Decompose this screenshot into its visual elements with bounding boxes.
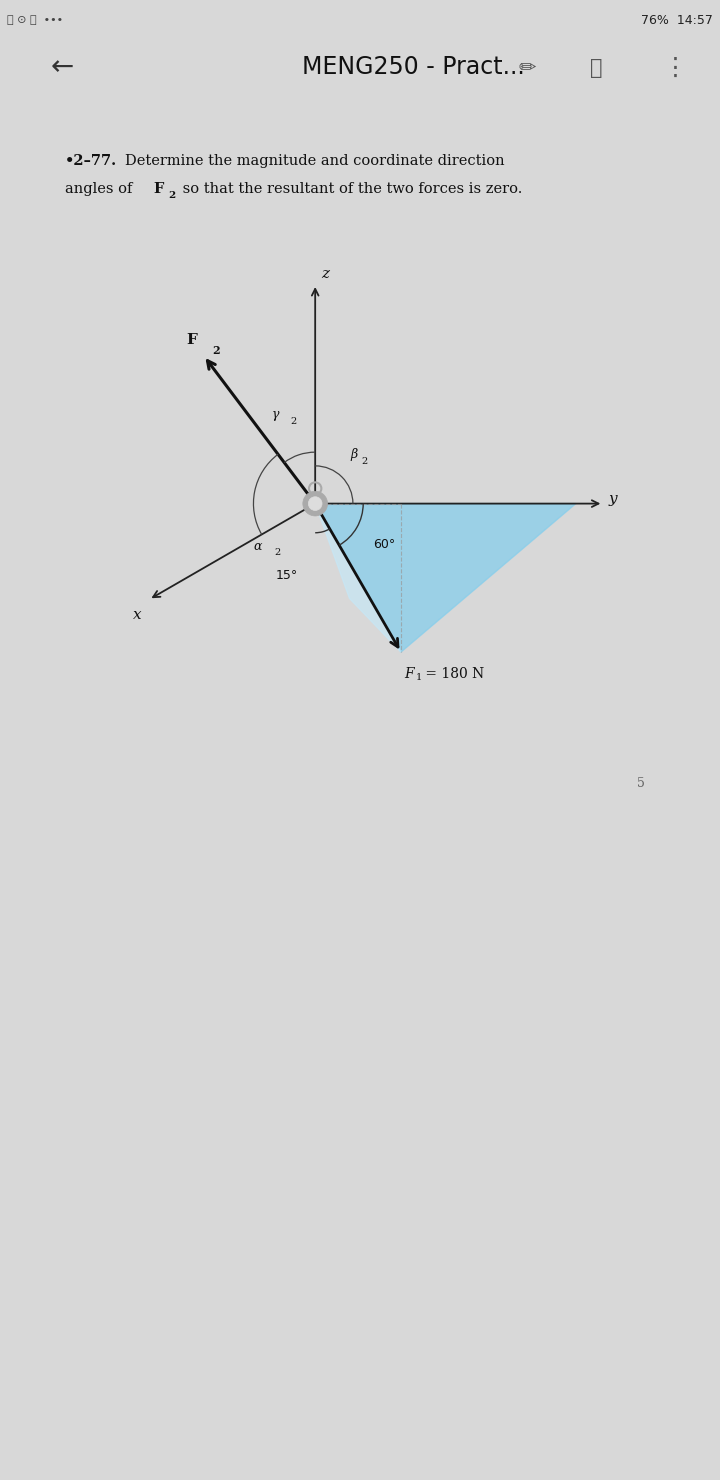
Circle shape xyxy=(308,497,322,511)
Text: y: y xyxy=(608,491,617,506)
Text: •2–77.: •2–77. xyxy=(66,154,117,167)
Text: F: F xyxy=(405,667,414,681)
Text: x: x xyxy=(133,608,142,622)
Text: angles of: angles of xyxy=(66,182,138,197)
Text: 76%  14:57: 76% 14:57 xyxy=(641,13,713,27)
Text: 2: 2 xyxy=(274,549,280,558)
Text: so that the resultant of the two forces is zero.: so that the resultant of the two forces … xyxy=(178,182,522,197)
Text: ⧉: ⧉ xyxy=(590,58,603,77)
Polygon shape xyxy=(315,503,401,653)
Text: F: F xyxy=(186,333,197,348)
Text: F: F xyxy=(153,182,163,197)
Text: 15°: 15° xyxy=(276,570,298,582)
Text: α: α xyxy=(253,540,261,552)
Text: = 180 N: = 180 N xyxy=(421,667,485,681)
Text: ←: ← xyxy=(50,53,73,81)
Text: 2: 2 xyxy=(290,417,297,426)
Text: 2: 2 xyxy=(212,345,220,355)
Polygon shape xyxy=(315,503,576,653)
Text: Determine the magnitude and coordinate direction: Determine the magnitude and coordinate d… xyxy=(125,154,505,167)
Text: z: z xyxy=(320,266,328,281)
Text: β: β xyxy=(351,448,358,460)
Text: MENG250 - Pract...: MENG250 - Pract... xyxy=(302,55,525,80)
Text: 2: 2 xyxy=(362,456,368,466)
Text: ✏: ✏ xyxy=(518,58,536,77)
Text: γ: γ xyxy=(272,408,279,420)
Text: ⬛ ⊙ ⬛  •••: ⬛ ⊙ ⬛ ••• xyxy=(7,15,63,25)
Text: ⋮: ⋮ xyxy=(662,55,688,80)
Text: 5: 5 xyxy=(637,777,645,790)
Text: 1: 1 xyxy=(416,673,422,682)
Circle shape xyxy=(303,491,328,517)
Text: 60°: 60° xyxy=(374,539,396,551)
Text: 2: 2 xyxy=(168,191,175,200)
